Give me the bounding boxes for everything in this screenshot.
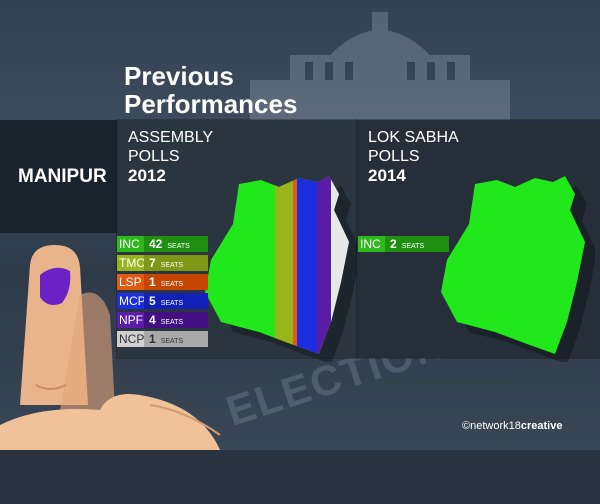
legend-row-ncp: NCP 1 SEATS: [117, 331, 208, 347]
assembly-heading-line1: ASSEMBLY: [128, 129, 214, 146]
loksabha-panel: LOK SABHA POLLS 2014: [357, 120, 600, 362]
seat-count: 4: [149, 313, 156, 327]
seat-box: 1 SEATS: [144, 274, 208, 290]
assembly-legend: INC 42 SEATS TMC 7 SEATS LSP 1 SEATS MCP 5 SEATS NPF…: [117, 236, 208, 350]
seat-box: 5 SEATS: [144, 293, 208, 309]
legend-row-inc: INC 42 SEATS: [117, 236, 208, 252]
assembly-heading: ASSEMBLY POLLS 2012: [128, 128, 213, 185]
seat-box: 42 SEATS: [144, 236, 208, 252]
legend-row-inc: INC 2 SEATS: [358, 236, 449, 252]
map-area-lsp: [293, 176, 297, 354]
assembly-building-watermark: [250, 12, 510, 120]
loksabha-heading: LOK SABHA POLLS 2014: [368, 128, 459, 185]
legend-row-mcp: MCP 5 SEATS: [117, 293, 208, 309]
seat-unit: SEATS: [401, 243, 425, 250]
seat-count: 1: [149, 332, 156, 346]
seat-unit: SEATS: [160, 262, 184, 269]
seat-unit: SEATS: [160, 281, 184, 288]
loksabha-year: 2014: [368, 166, 406, 185]
loksabha-heading-line1: LOK SABHA: [368, 129, 459, 146]
assembly-year: 2012: [128, 166, 166, 185]
seat-box: 7 SEATS: [144, 255, 208, 271]
legend-row-tmc: TMC 7 SEATS: [117, 255, 208, 271]
seat-count: 1: [149, 275, 156, 289]
legend-row-npf: NPF 4 SEATS: [117, 312, 208, 328]
credit-prefix: ©network18: [462, 420, 521, 432]
loksabha-heading-line2: POLLS: [368, 148, 420, 165]
party-code: INC: [358, 236, 385, 252]
seat-count: 2: [390, 237, 397, 251]
credit-bold: creative: [520, 420, 563, 432]
assembly-map: [205, 176, 359, 362]
title-line-2: Performances: [124, 89, 298, 119]
map-area-tmc: [275, 176, 293, 354]
loksabha-legend: INC 2 SEATS: [358, 236, 449, 255]
legend-row-lsp: LSP 1 SEATS: [117, 274, 208, 290]
map-area-mcp: [297, 176, 317, 354]
seat-box: 1 SEATS: [144, 331, 208, 347]
assembly-heading-line2: POLLS: [128, 148, 180, 165]
seat-count: 42: [149, 237, 163, 251]
map-area-npf: [317, 176, 331, 354]
seat-unit: SEATS: [160, 338, 184, 345]
seat-unit: SEATS: [160, 319, 184, 326]
party-code: TMC: [117, 255, 145, 271]
party-code: NPF: [117, 312, 144, 328]
party-code: INC: [117, 236, 144, 252]
inked-finger-image: [0, 245, 220, 450]
seat-unit: SEATS: [167, 243, 190, 250]
title-line-1: Previous: [124, 61, 234, 91]
seat-count: 7: [149, 256, 156, 270]
party-code: NCP: [117, 331, 145, 347]
loksabha-map: [441, 176, 595, 362]
seat-count: 5: [149, 294, 156, 308]
state-name: MANIPUR: [18, 166, 107, 187]
party-code: MCP: [117, 293, 146, 309]
map-area-inc: [441, 176, 585, 354]
credit: ©network18creative: [462, 420, 562, 432]
party-code: LSP: [117, 274, 144, 290]
seat-box: 2 SEATS: [385, 236, 449, 252]
seat-box: 4 SEATS: [144, 312, 208, 328]
page-title: Previous Performances: [124, 62, 297, 118]
seat-unit: SEATS: [160, 300, 184, 307]
